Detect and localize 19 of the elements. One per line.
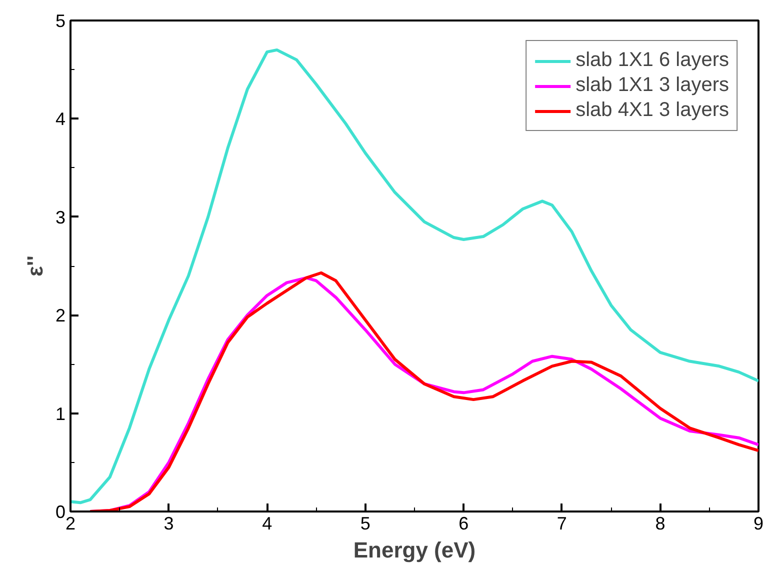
x-tick-label: 6 (458, 514, 469, 534)
y-axis-title: ε'' (22, 256, 48, 276)
x-tick-label: 5 (360, 514, 370, 534)
legend-label: slab 1X1 3 layers (576, 74, 729, 97)
y-tick-label: 5 (55, 11, 66, 31)
y-tick-label: 1 (55, 404, 66, 424)
x-tick-label: 8 (655, 514, 666, 534)
legend-label: slab 1X1 6 layers (576, 49, 729, 72)
y-tick-label: 0 (55, 502, 66, 522)
x-tick-label: 7 (556, 514, 567, 534)
y-tick-label: 3 (55, 207, 66, 228)
line-series (70, 48, 758, 504)
x-tick-label: 4 (262, 514, 272, 534)
x-tick-label: 3 (164, 514, 174, 534)
x-tick-label: 9 (753, 514, 764, 534)
y-tick-label: 2 (55, 306, 66, 326)
x-axis-title: Energy (eV) (353, 538, 476, 562)
legend-label: slab 4X1 3 layers (576, 99, 729, 122)
y-tick-label: 4 (55, 109, 66, 130)
